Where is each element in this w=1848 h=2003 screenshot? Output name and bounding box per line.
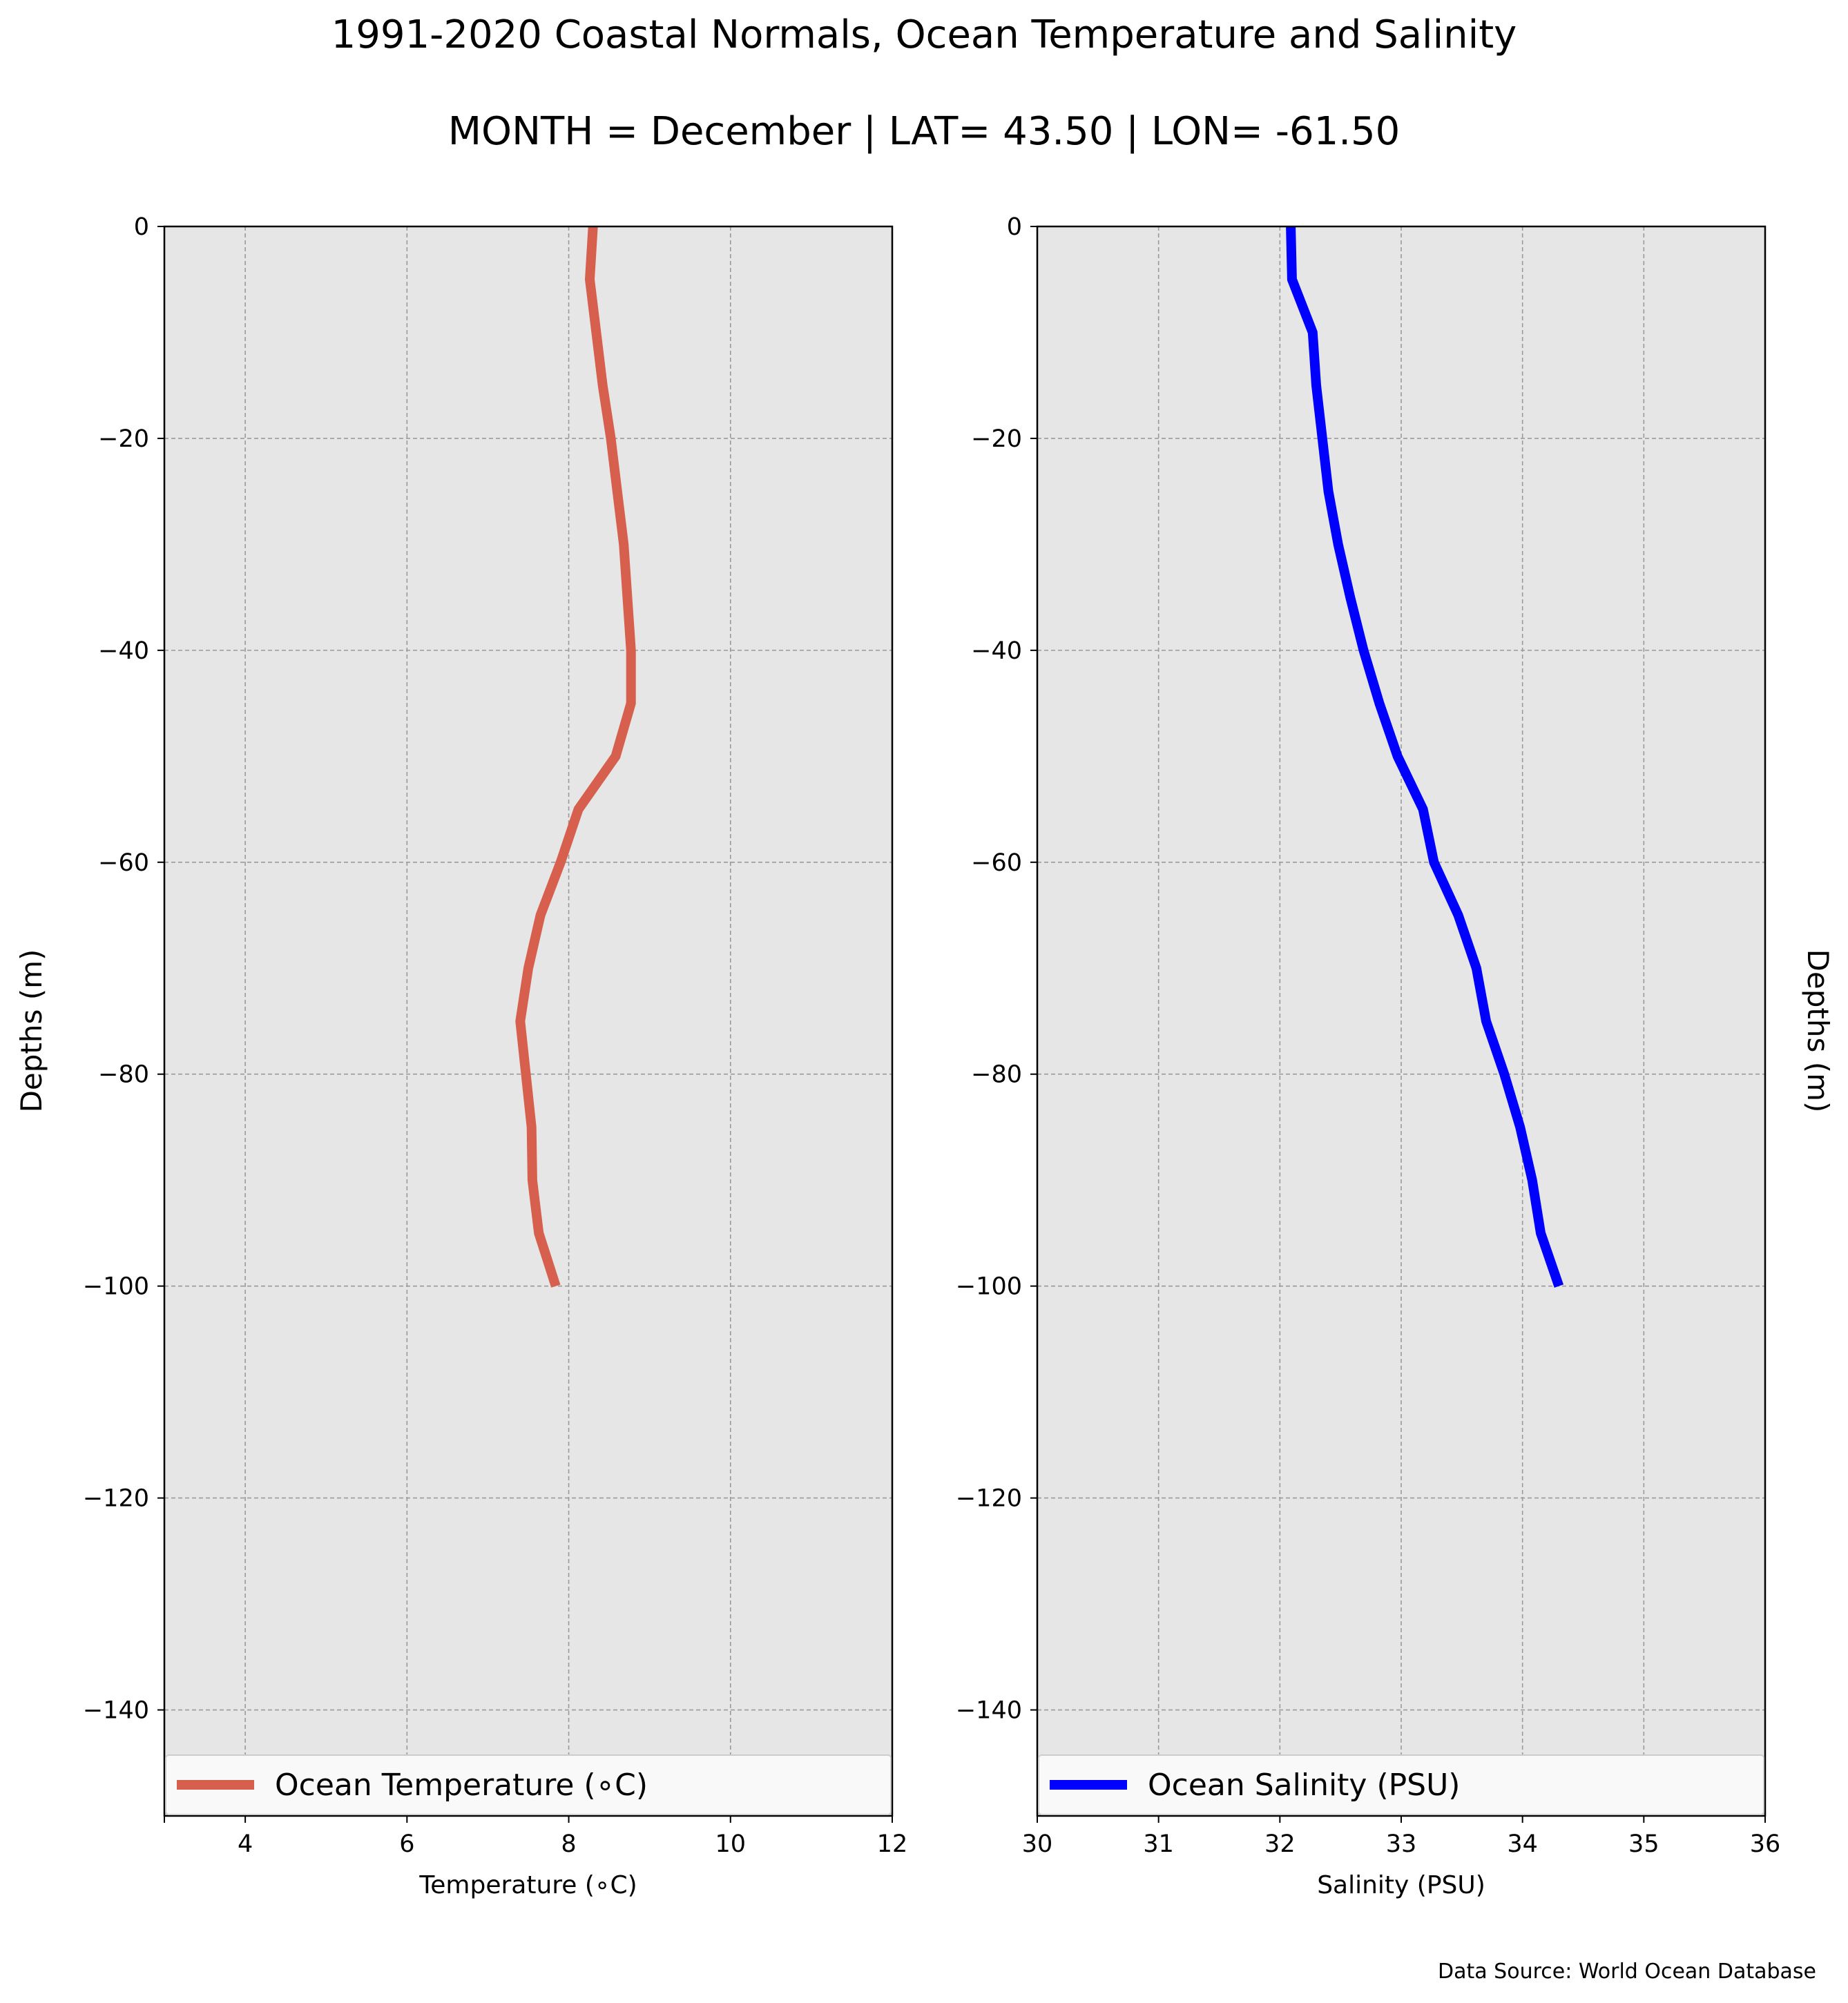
salinity-legend: Ocean Salinity (PSU) [1038, 1754, 1764, 1815]
salinity-y-tick-label: −60 [971, 849, 1022, 877]
y-axis-label-right: Depths (m) [1801, 949, 1835, 1113]
salinity-panel: 30 31 32 33 34 35 36 0 −20 −40 −60 −80 −100 −120 −140 S… [956, 213, 1780, 1899]
salinity-y-tick-label: −140 [956, 1697, 1022, 1725]
salinity-y-tick-label: −80 [971, 1061, 1022, 1089]
temperature-plot-area [164, 226, 892, 1816]
temperature-x-tick-label: 8 [561, 1830, 576, 1858]
temperature-y-tick-label: 0 [134, 213, 149, 241]
temperature-y-tick-label: −80 [98, 1061, 149, 1089]
salinity-y-tick-label: −100 [956, 1273, 1022, 1301]
temperature-legend-label: Ocean Temperature (∘C) [275, 1768, 648, 1803]
salinity-x-tick-label: 33 [1386, 1830, 1417, 1858]
temperature-y-tick-label: −40 [98, 637, 149, 665]
salinity-y-tick-label: −20 [971, 425, 1022, 453]
temperature-x-axis-label: Temperature (∘C) [418, 1871, 637, 1899]
salinity-y-tick-label: 0 [1007, 213, 1022, 241]
salinity-x-tick-label: 30 [1022, 1830, 1053, 1858]
salinity-x-tick-label: 35 [1628, 1830, 1659, 1858]
chart-title: 1991-2020 Coastal Normals, Ocean Tempera… [331, 12, 1517, 57]
temperature-y-tick-label: −100 [83, 1273, 149, 1301]
temperature-y-tick-label: −140 [83, 1697, 149, 1725]
temperature-x-tick-label: 12 [877, 1830, 908, 1858]
chart-subtitle: MONTH = December | LAT= 43.50 | LON= -61… [447, 109, 1401, 154]
salinity-x-tick-label: 32 [1264, 1830, 1296, 1858]
temperature-y-tick-label: −60 [98, 849, 149, 877]
temperature-x-tick-label: 10 [715, 1830, 747, 1858]
salinity-y-tick-label: −120 [956, 1485, 1022, 1513]
temperature-legend: Ocean Temperature (∘C) [165, 1754, 892, 1815]
data-source-note: Data Source: World Ocean Database [1438, 1960, 1816, 1984]
salinity-x-tick-label: 31 [1143, 1830, 1174, 1858]
temperature-x-tick-label: 4 [238, 1830, 253, 1858]
temperature-y-tick-label: −120 [83, 1485, 149, 1513]
temperature-panel: 4 6 8 10 12 0 −20 −40 −60 −80 −100 −120 −140 Temperat… [83, 213, 907, 1899]
temperature-legend-box [165, 1754, 892, 1815]
salinity-legend-box [1038, 1754, 1764, 1815]
temperature-y-tick-label: −20 [98, 425, 149, 453]
salinity-series-line [1286, 226, 1564, 1288]
salinity-x-tick-label: 36 [1750, 1830, 1781, 1858]
temperature-axes-frame [163, 225, 894, 1817]
salinity-y-tick-label: −40 [971, 637, 1022, 665]
y-axis-label-left: Depths (m) [15, 949, 48, 1113]
salinity-legend-label: Ocean Salinity (PSU) [1148, 1768, 1460, 1803]
salinity-x-axis-label: Salinity (PSU) [1317, 1871, 1485, 1899]
salinity-x-tick-label: 34 [1507, 1830, 1538, 1858]
temperature-x-tick-label: 6 [399, 1830, 414, 1858]
temperature-series-line [515, 226, 636, 1288]
